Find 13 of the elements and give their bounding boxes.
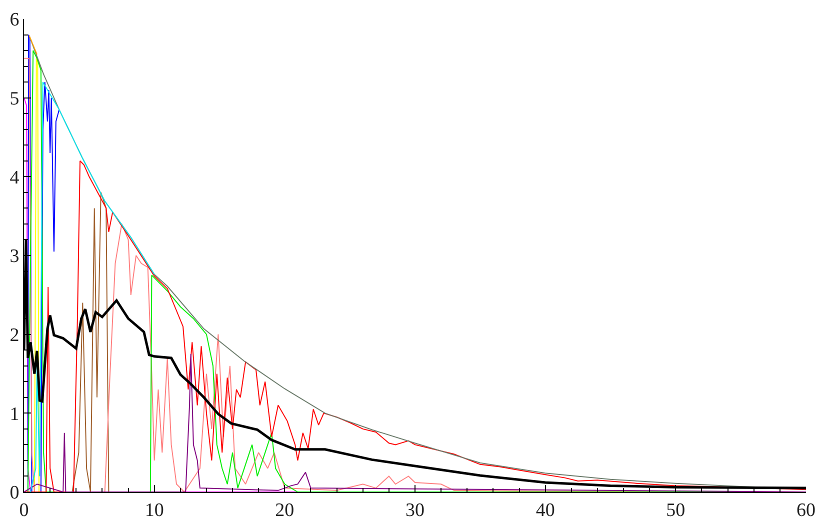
x-tick-label: 60 — [796, 500, 816, 521]
x-tick-label: 40 — [536, 500, 555, 521]
x-tick-label: 50 — [666, 500, 686, 521]
y-tick-label: 5 — [10, 88, 20, 110]
y-tick-label: 3 — [10, 246, 20, 268]
y-tick-label: 2 — [10, 324, 20, 346]
x-tick-label: 20 — [275, 500, 294, 521]
y-tick-label: 0 — [10, 482, 20, 504]
y-tick-label: 6 — [10, 10, 20, 31]
y-tick-label: 1 — [10, 404, 20, 425]
x-tick-label: 30 — [406, 500, 424, 521]
y-tick-label: 4 — [10, 167, 20, 188]
x-tick-label: 10 — [144, 500, 164, 521]
